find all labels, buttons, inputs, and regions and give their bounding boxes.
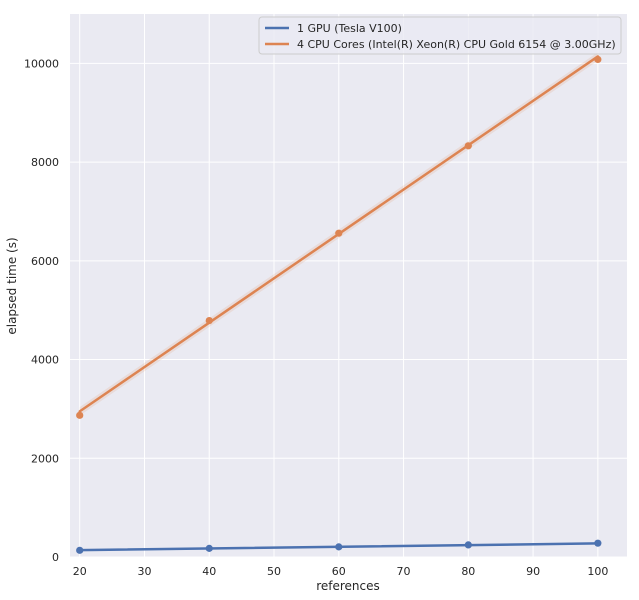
y-tick-label: 0 (52, 551, 59, 564)
x-tick-label: 60 (332, 565, 346, 578)
plot-background (70, 14, 627, 557)
legend-label-cpu: 4 CPU Cores (Intel(R) Xeon(R) CPU Gold 6… (297, 38, 616, 51)
y-axis-label: elapsed time (s) (5, 237, 19, 334)
data-point-0 (464, 541, 472, 549)
data-point-0 (594, 539, 602, 547)
x-tick-labels: 20 30 40 50 60 70 80 90 100 (73, 565, 609, 578)
y-tick-label: 6000 (31, 255, 59, 268)
x-axis-label: references (316, 579, 380, 593)
x-tick-label: 30 (137, 565, 151, 578)
x-tick-label: 80 (461, 565, 475, 578)
y-tick-label: 2000 (31, 452, 59, 465)
data-point-1 (594, 55, 602, 64)
data-point-1 (205, 316, 213, 325)
data-point-1 (464, 142, 472, 150)
data-point-0 (335, 543, 343, 551)
y-tick-label: 10000 (24, 57, 59, 70)
legend: 1 GPU (Tesla V100) 4 CPU Cores (Intel(R)… (258, 16, 622, 55)
x-tick-label: 100 (587, 565, 608, 578)
data-point-0 (205, 544, 213, 552)
y-tick-label: 4000 (31, 354, 59, 367)
x-tick-label: 70 (397, 565, 411, 578)
x-tick-label: 50 (267, 565, 281, 578)
legend-label-gpu: 1 GPU (Tesla V100) (297, 22, 402, 35)
grid (70, 14, 627, 558)
data-point-1 (76, 411, 84, 419)
series-points (76, 55, 602, 554)
y-tick-labels: 0 2000 4000 6000 8000 10000 (24, 57, 59, 564)
data-point-1 (335, 229, 343, 237)
x-tick-label: 20 (73, 565, 87, 578)
data-point-0 (76, 546, 84, 554)
x-tick-label: 90 (526, 565, 540, 578)
x-tick-label: 40 (202, 565, 216, 578)
legend-box (258, 16, 622, 55)
y-tick-label: 8000 (31, 156, 59, 169)
